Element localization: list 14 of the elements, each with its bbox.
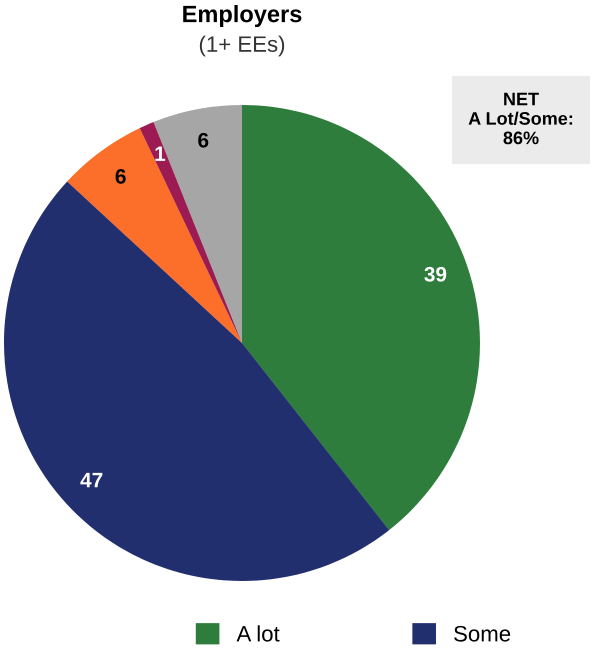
data-label: 6	[116, 169, 126, 184]
chart-title: Employers	[183, 4, 302, 28]
legend-label: A lot	[236, 625, 280, 642]
pie-slice	[67, 128, 242, 343]
data-label: 6	[198, 132, 208, 148]
data-label: 47	[80, 472, 102, 488]
pie-slice	[154, 105, 242, 343]
pie-slice	[140, 122, 242, 343]
chart-subtitle: (1+ EEs)	[200, 36, 284, 56]
text: NET A Lot/Some: 86%	[468, 92, 572, 144]
data-label: 1	[155, 146, 166, 161]
data-label: 39	[424, 266, 446, 282]
pie-slice	[242, 105, 480, 530]
legend-label: Some	[454, 626, 510, 642]
